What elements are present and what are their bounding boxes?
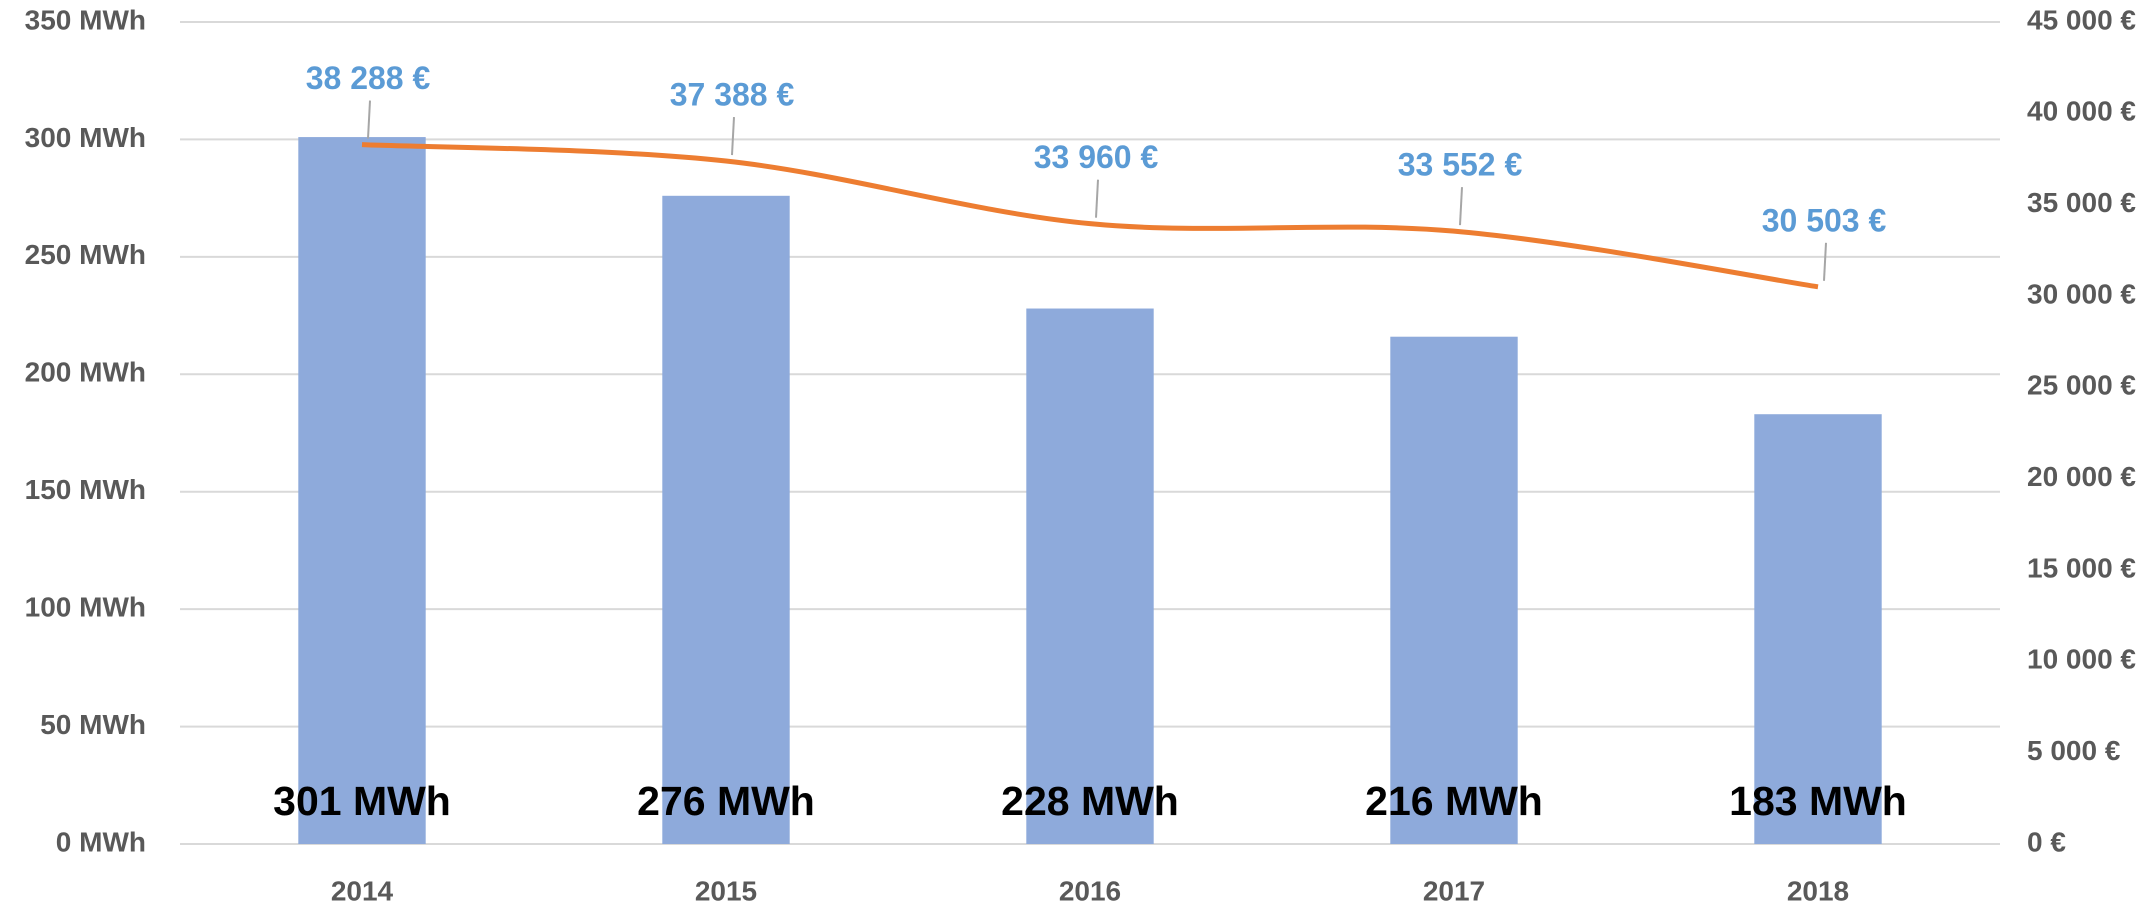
x-tick-label: 2016 [1059,875,1121,904]
y2-tick-label: 10 000 € [2027,644,2136,675]
y-tick-label: 0 MWh [56,826,146,857]
y-tick-label: 150 MWh [25,474,146,505]
leader-line [731,116,735,156]
bar [662,195,790,844]
bar-value-label: 301 MWh [273,778,451,824]
bar [1026,308,1154,844]
bar-value-label: 183 MWh [1729,778,1907,824]
x-tick-label: 2017 [1423,875,1485,904]
leader-line [367,100,371,139]
leader-line [1459,187,1463,226]
y2-tick-label: 5 000 € [2027,735,2121,766]
y-tick-label: 100 MWh [25,592,146,623]
y2-tick-label: 15 000 € [2027,552,2136,583]
y2-tick-label: 35 000 € [2027,187,2136,218]
y-tick-label: 50 MWh [40,709,146,740]
y-tick-label: 300 MWh [25,122,146,153]
x-tick-label: 2015 [695,875,757,904]
y2-tick-label: 40 000 € [2027,96,2136,127]
x-tick-label: 2018 [1787,875,1849,904]
bar-value-label: 216 MWh [1365,778,1543,824]
leader-line [1823,242,1827,281]
bar [1754,414,1882,844]
bar-value-label: 276 MWh [637,778,815,824]
leader-line [1095,179,1099,218]
y-tick-label: 200 MWh [25,357,146,388]
line [361,142,1819,290]
y-tick-label: 250 MWh [25,239,146,270]
y2-tick-label: 30 000 € [2027,278,2136,309]
line-value-label: 37 388 € [670,76,795,112]
line-value-label: 33 552 € [1398,147,1523,183]
y2-tick-label: 25 000 € [2027,370,2136,401]
bar [298,137,426,844]
line-value-label: 38 288 € [306,60,431,96]
y-tick-label: 350 MWh [25,4,146,35]
y2-tick-label: 20 000 € [2027,461,2136,492]
x-tick-label: 2014 [331,875,394,904]
line-value-label: 33 960 € [1034,139,1159,175]
line-value-label: 30 503 € [1762,202,1887,238]
bar [1390,336,1518,844]
y2-tick-label: 0 € [2027,826,2066,857]
y2-tick-label: 45 000 € [2027,4,2136,35]
bar-value-label: 228 MWh [1001,778,1179,824]
